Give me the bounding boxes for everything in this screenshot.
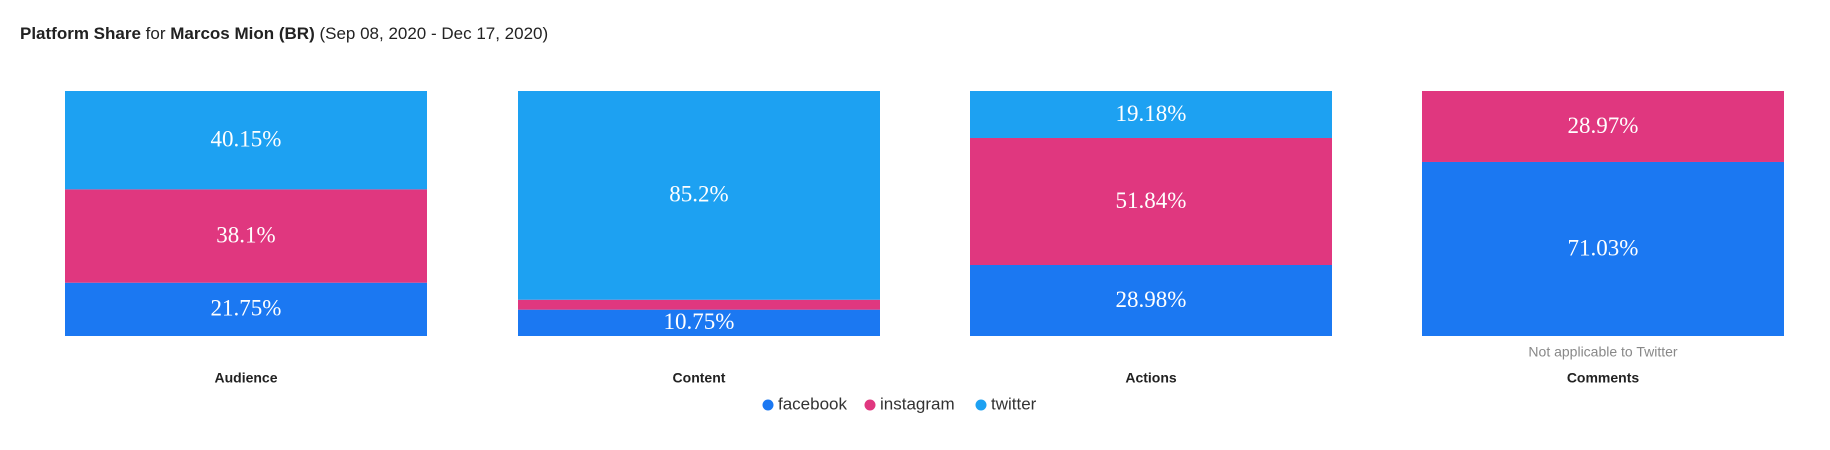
data-label: 28.97% [1568,113,1639,138]
bar-segment [970,264,1332,336]
category-label: Actions [1125,370,1177,386]
bar-segment [518,299,880,310]
title-part: Marcos Mion (BR) [170,24,315,43]
data-label: 21.75% [211,296,282,321]
bar-segment [1422,161,1784,336]
title-part: (Sep 08, 2020 - Dec 17, 2020) [315,24,548,43]
legend-label: facebook [778,394,847,413]
legend-marker [975,399,987,411]
bar-segment [518,91,880,300]
bar-segment [1422,91,1784,162]
title-part: for [141,24,170,43]
bar-segment [970,91,1332,138]
chart-title: Platform Share for Marcos Mion (BR) (Sep… [20,24,548,43]
legend-label: twitter [991,394,1037,413]
bar-segment [518,309,880,336]
data-label: 51.84% [1116,188,1187,213]
data-label: 10.75% [664,309,735,334]
data-label: 28.98% [1116,287,1187,312]
bar-segment [65,91,427,190]
bar-segment [65,282,427,336]
legend-marker [762,399,774,411]
bar-segment [65,189,427,283]
category-label: Comments [1567,370,1640,386]
data-label: 38.1% [216,222,275,247]
data-label: 19.18% [1116,101,1187,126]
category-label: Audience [214,370,277,386]
legend-label: instagram [880,394,955,413]
data-label: 71.03% [1568,235,1639,260]
annotation: Not applicable to Twitter [1528,344,1677,360]
bar-segment [970,137,1332,265]
data-label: 40.15% [211,126,282,151]
data-label: 85.2% [669,182,728,207]
category-label: Content [673,370,726,386]
title-part: Platform Share [20,24,141,43]
legend-marker [864,399,876,411]
